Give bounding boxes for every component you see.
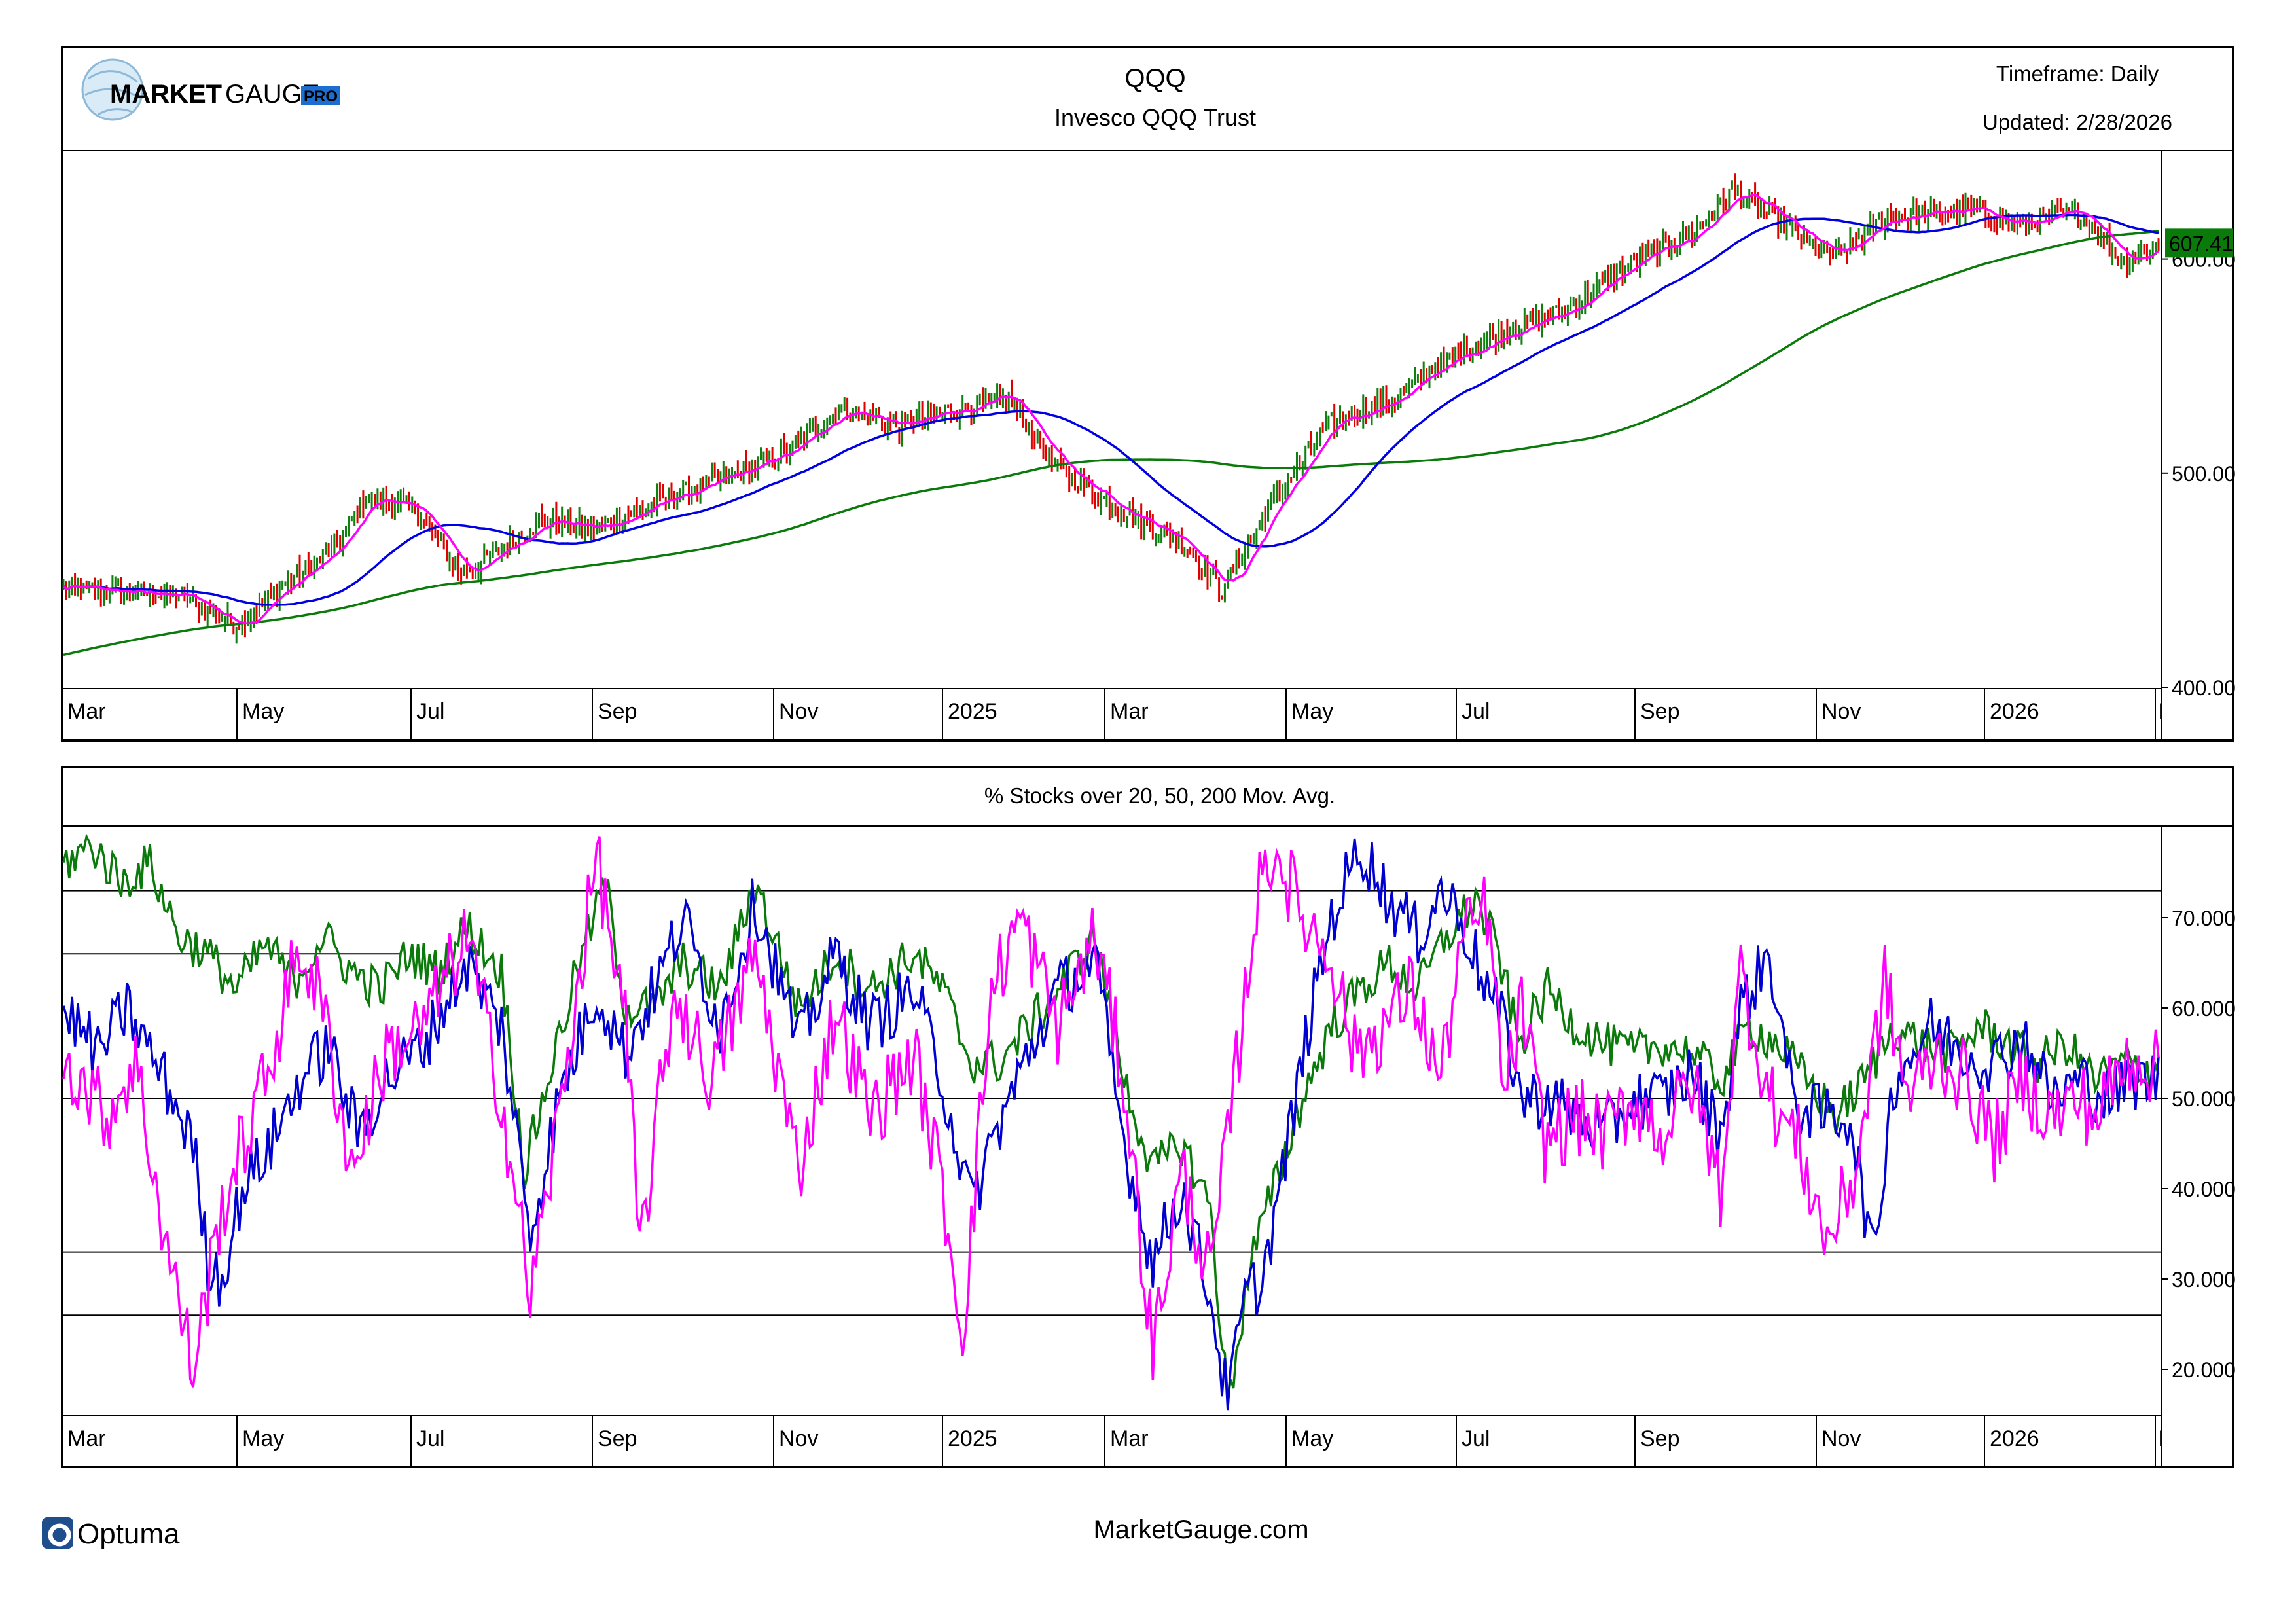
price-x-label: 2026 — [1990, 699, 2039, 724]
ma-10-line — [63, 193, 2159, 624]
breadth-panel-frame — [61, 766, 2234, 1468]
breadth-y-label: 70.000 — [2172, 907, 2236, 930]
breadth-x-label: Mar — [1110, 1426, 1149, 1451]
ma-200-line — [63, 230, 2159, 657]
logo-badge-bg — [301, 86, 340, 105]
breadth-x-label: May — [1291, 1426, 1333, 1451]
last-price-label: 607.41 — [2169, 232, 2233, 255]
chart-name: Invesco QQQ Trust — [1054, 104, 1256, 131]
breadth-x-label: 2026 — [1990, 1426, 2039, 1451]
optuma-logo: Optuma — [42, 1517, 180, 1550]
updated-date: Updated: 2/28/2026 — [1982, 110, 2172, 134]
breadth-x-label: Mar — [67, 1426, 106, 1451]
breadth-y-label: 60.000 — [2172, 997, 2236, 1020]
price-x-label: 2025 — [948, 699, 997, 724]
breadth-x-axis: Mar May Jul Sep Nov 2025 Mar May Jul Sep Nov 2026 I — [62, 1416, 2164, 1467]
logo-badge: PRO — [304, 88, 338, 105]
price-x-label: Nov — [779, 699, 818, 724]
breadth-y-label: 40.000 — [2172, 1178, 2236, 1201]
price-x-label: Mar — [67, 699, 106, 724]
breadth-x-label: I — [2158, 1426, 2164, 1451]
price-y-label: 500.00 — [2172, 462, 2236, 486]
price-panel-frame — [61, 46, 2234, 742]
breadth-x-label: Nov — [1821, 1426, 1861, 1451]
breadth-x-label: Jul — [416, 1426, 444, 1451]
breadth-y-axis: 20.000 30.000 40.000 50.000 60.000 70.000 — [2161, 907, 2236, 1382]
price-x-label: Sep — [598, 699, 637, 724]
breadth-plot — [62, 833, 2161, 1411]
price-y-label: 400.00 — [2172, 676, 2236, 700]
breadth-line-20 — [62, 836, 2160, 1388]
price-x-label: Mar — [1110, 699, 1149, 724]
breadth-x-label: Sep — [598, 1426, 637, 1451]
footer-site: MarketGauge.com — [1093, 1515, 1308, 1544]
price-x-label: Jul — [416, 699, 444, 724]
breadth-x-label: May — [242, 1426, 284, 1451]
price-bars — [62, 173, 2160, 644]
optuma-text: Optuma — [77, 1518, 180, 1550]
price-x-label: May — [1291, 699, 1333, 724]
price-x-axis: Mar May Jul Sep Nov 2025 Mar May Jul Sep Nov 2026 I — [62, 689, 2164, 740]
chart-symbol: QQQ — [1124, 64, 1185, 93]
breadth-x-label: 2025 — [948, 1426, 997, 1451]
timeframe: Timeframe: Daily — [1996, 62, 2159, 86]
breadth-x-label: Nov — [779, 1426, 818, 1451]
ma-50-line — [63, 213, 2159, 606]
price-x-label: Nov — [1821, 699, 1861, 724]
last-price-tag — [2165, 228, 2233, 258]
marketgauge-logo: MARKET GAUGE PRO — [81, 58, 340, 121]
price-plot — [62, 173, 2160, 657]
breadth-line-50 — [62, 838, 2160, 1411]
price-x-label: Sep — [1640, 699, 1680, 724]
breadth-title: % Stocks over 20, 50, 200 Mov. Avg. — [984, 784, 1335, 808]
breadth-y-label: 50.000 — [2172, 1087, 2236, 1111]
logo-text-bold: MARKET — [110, 80, 222, 109]
breadth-y-label: 20.000 — [2172, 1358, 2236, 1382]
breadth-x-label: Sep — [1640, 1426, 1680, 1451]
breadth-y-label: 30.000 — [2172, 1268, 2236, 1291]
price-x-label: Jul — [1462, 699, 1490, 724]
breadth-x-label: Jul — [1462, 1426, 1490, 1451]
price-x-label: I — [2158, 699, 2164, 724]
price-x-label: May — [242, 699, 284, 724]
